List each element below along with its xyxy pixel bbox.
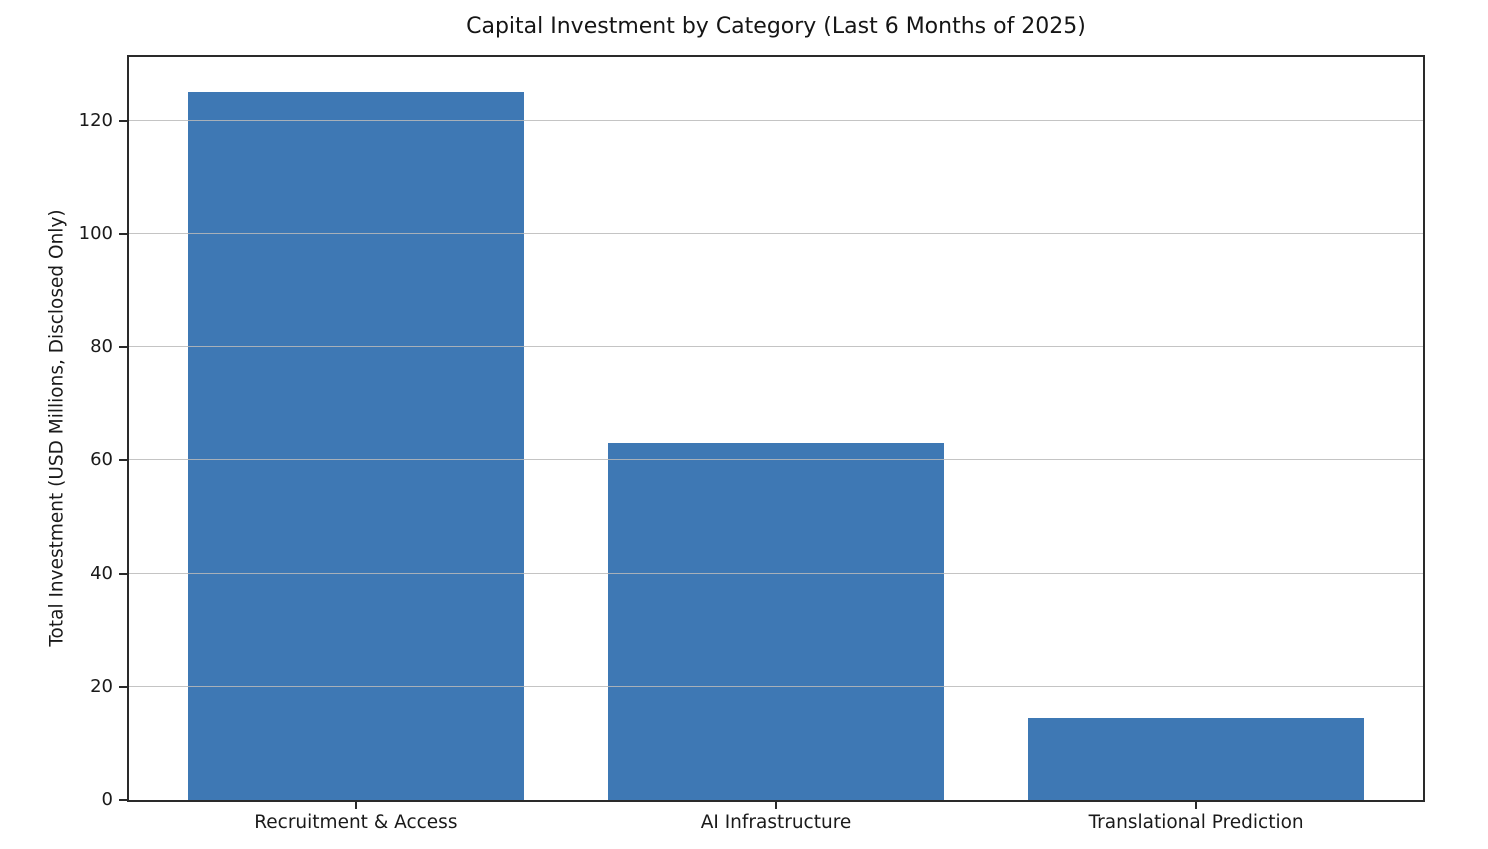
y-tick-mark-80 bbox=[119, 346, 127, 349]
x-tick-mark-ai-infrastructure bbox=[775, 802, 777, 809]
x-tick-mark-recruitment-access bbox=[354, 802, 357, 809]
y-tick-mark-0 bbox=[119, 799, 127, 801]
gridline-20 bbox=[129, 685, 1423, 687]
y-tick-label-120: 120 bbox=[78, 109, 113, 131]
x-tick-label-recruitment-access: Recruitment & Access bbox=[254, 812, 458, 833]
y-tick-mark-40 bbox=[119, 572, 127, 575]
y-tick-label-60: 60 bbox=[90, 449, 113, 471]
y-tick-label-0: 0 bbox=[101, 789, 113, 810]
plot-area bbox=[127, 55, 1425, 802]
bar-recruitment-access bbox=[187, 92, 524, 800]
gridline-60 bbox=[129, 459, 1423, 461]
bar-ai-infrastructure bbox=[607, 443, 945, 800]
y-tick-mark-100 bbox=[119, 232, 127, 235]
gridline-40 bbox=[129, 572, 1423, 574]
gridline-80 bbox=[129, 346, 1423, 348]
y-tick-mark-120 bbox=[119, 119, 127, 122]
gridline-120 bbox=[129, 119, 1423, 121]
x-tick-label-translational-prediction: Translational Prediction bbox=[1088, 812, 1304, 833]
y-tick-label-40: 40 bbox=[90, 562, 113, 584]
y-tick-label-80: 80 bbox=[90, 336, 113, 358]
y-tick-label-20: 20 bbox=[90, 675, 113, 697]
chart-title: Capital Investment by Category (Last 6 M… bbox=[466, 14, 1086, 39]
gridline-100 bbox=[129, 232, 1423, 234]
bar-translational-prediction bbox=[1028, 718, 1365, 800]
y-tick-mark-60 bbox=[119, 459, 127, 462]
bars-layer bbox=[129, 57, 1423, 800]
y-tick-label-100: 100 bbox=[78, 222, 113, 244]
x-tick-label-ai-infrastructure: AI Infrastructure bbox=[700, 812, 852, 833]
x-tick-mark-translational-prediction bbox=[1195, 802, 1198, 809]
grid-layer bbox=[129, 57, 1423, 800]
y-tick-mark-20 bbox=[119, 685, 127, 688]
